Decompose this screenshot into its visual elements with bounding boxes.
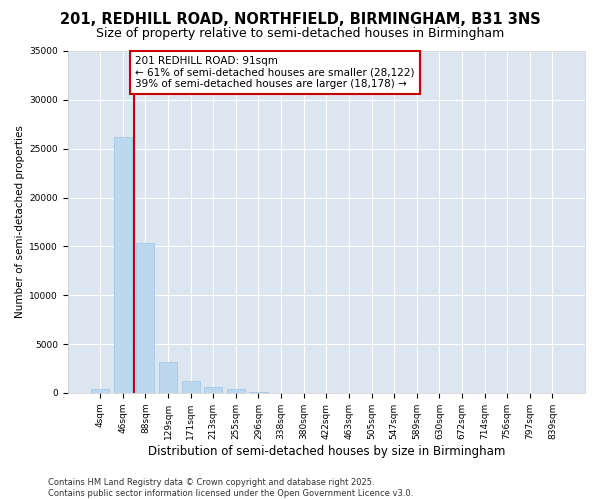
Bar [159, 362, 177, 393]
Bar [182, 381, 200, 393]
Text: 201, REDHILL ROAD, NORTHFIELD, BIRMINGHAM, B31 3NS: 201, REDHILL ROAD, NORTHFIELD, BIRMINGHA… [59, 12, 541, 28]
Bar [91, 389, 109, 393]
X-axis label: Distribution of semi-detached houses by size in Birmingham: Distribution of semi-detached houses by … [148, 444, 505, 458]
Text: Contains HM Land Registry data © Crown copyright and database right 2025.
Contai: Contains HM Land Registry data © Crown c… [48, 478, 413, 498]
Bar [114, 137, 132, 393]
Bar [204, 388, 223, 393]
Bar [227, 390, 245, 393]
Bar [250, 392, 268, 393]
Text: Size of property relative to semi-detached houses in Birmingham: Size of property relative to semi-detach… [96, 28, 504, 40]
Bar [136, 244, 154, 393]
Text: 201 REDHILL ROAD: 91sqm
← 61% of semi-detached houses are smaller (28,122)
39% o: 201 REDHILL ROAD: 91sqm ← 61% of semi-de… [135, 56, 415, 89]
Y-axis label: Number of semi-detached properties: Number of semi-detached properties [15, 126, 25, 318]
